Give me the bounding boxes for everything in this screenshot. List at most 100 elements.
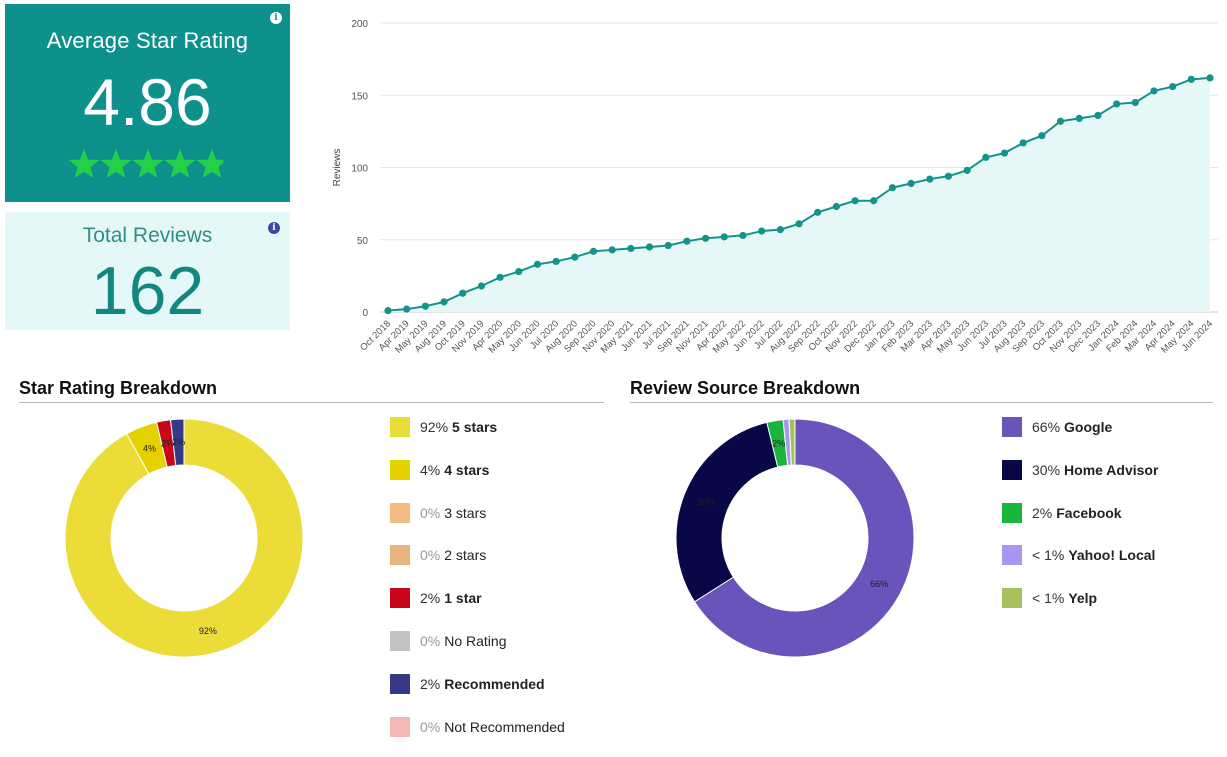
data-point[interactable] [758,227,766,235]
legend-percent: 2% [420,590,441,607]
legend-item[interactable]: 30% Home Advisor [1002,459,1158,481]
data-point[interactable] [795,220,803,228]
slice-label: 4% [143,443,156,453]
legend-item[interactable]: 66% Google [1002,416,1112,438]
data-point[interactable] [870,197,878,205]
legend-item[interactable]: 4% 4 stars [390,459,489,481]
y-tick-label: 100 [351,164,368,175]
legend-text: 2% Recommended [420,676,545,692]
legend-text: < 1% Yelp [1032,590,1097,606]
data-point[interactable] [1056,117,1065,125]
data-point[interactable] [552,257,560,266]
legend-swatch [390,459,410,480]
section-divider [19,402,604,403]
data-point[interactable] [814,208,822,216]
data-point[interactable] [907,179,915,187]
data-point[interactable] [664,241,672,250]
data-point[interactable] [440,298,448,306]
donut-slice[interactable] [170,418,185,467]
average-rating-title: Average Star Rating [46,28,249,53]
donut-slice[interactable] [64,418,304,658]
legend-swatch [390,545,410,566]
legend-item[interactable]: 2% Facebook [1002,502,1122,524]
legend-swatch [1002,502,1022,523]
legend-text: 0% No Rating [420,633,507,649]
data-point[interactable] [1206,74,1214,82]
review-source-breakdown-title: Review Source Breakdown [630,378,861,398]
total-reviews-card: Total Reviews 162 i [5,212,290,330]
data-point[interactable] [477,282,486,290]
data-point[interactable] [851,197,859,205]
data-point[interactable] [1038,132,1046,140]
data-point[interactable] [1169,82,1177,91]
data-point[interactable] [776,226,784,234]
data-point[interactable] [1131,98,1139,107]
star-icon [196,149,224,178]
legend-swatch [1002,417,1022,437]
data-point[interactable] [421,302,429,310]
legend-item[interactable]: 0% 2 stars [390,544,486,566]
legend-item[interactable]: 2% 1 star [390,587,482,609]
info-icon[interactable]: i [270,12,282,24]
data-point[interactable] [982,153,990,161]
data-point[interactable] [944,172,953,180]
data-point[interactable] [832,202,840,211]
total-reviews-value: 162 [90,253,205,329]
data-point[interactable] [1150,87,1158,95]
legend-percent: < 1% [1032,590,1065,607]
legend-item[interactable]: 92% 5 stars [390,416,497,438]
donut-slice[interactable] [675,421,779,603]
info-icon[interactable]: i [268,222,280,234]
legend-text: 0% Not Recommended [420,719,565,735]
data-point[interactable] [683,237,691,245]
star-icon [164,149,196,178]
legend-percent: 30% [1032,461,1061,478]
slice-label: 2% [772,438,785,448]
donut-slice[interactable] [788,418,796,466]
data-point[interactable] [608,246,616,254]
data-point[interactable] [645,243,654,251]
data-point[interactable] [384,306,392,315]
legend-item[interactable]: < 1% Yelp [1002,587,1097,609]
star-rating-donut-chart: 92% 4% 2%2% [64,418,304,658]
legend-percent: 2% [420,675,441,692]
data-point[interactable] [720,233,728,241]
data-point[interactable] [627,244,635,253]
legend-item[interactable]: 0% Not Recommended [390,716,565,738]
data-point[interactable] [1000,149,1009,157]
legend-swatch [1002,588,1022,609]
data-point[interactable] [739,231,747,240]
data-point[interactable] [459,289,467,297]
data-point[interactable] [1019,139,1027,147]
legend-item[interactable]: 2% Recommended [390,673,545,695]
data-point[interactable] [888,184,897,192]
legend-text: < 1% Yahoo! Local [1032,547,1155,563]
data-point[interactable] [533,260,542,268]
data-point[interactable] [571,253,579,261]
data-point[interactable] [1112,100,1121,108]
legend-text: 92% 5 stars [420,419,497,435]
legend-item[interactable]: 0% 3 stars [390,502,486,524]
legend-percent: 0% [420,718,441,735]
legend-text: 0% 2 stars [420,547,486,563]
y-tick-label: 0 [362,308,368,319]
data-point[interactable] [1075,114,1083,122]
y-tick-label: 150 [351,91,368,102]
data-point[interactable] [589,247,598,255]
data-point[interactable] [1187,75,1195,83]
data-point[interactable] [515,267,523,276]
data-point[interactable] [1094,111,1102,120]
legend-item[interactable]: 0% No Rating [390,630,507,652]
data-point[interactable] [701,234,710,242]
legend-label: 2 stars [444,547,487,564]
slice-label: 2% [172,437,185,447]
data-point[interactable] [403,305,411,313]
data-point[interactable] [496,273,504,281]
legend-item[interactable]: < 1% Yahoo! Local [1002,544,1155,566]
legend-label: Yahoo! Local [1068,547,1156,564]
data-point[interactable] [926,175,934,183]
donut-slice[interactable] [693,418,915,658]
data-point[interactable] [963,166,971,174]
star-icon [100,149,132,178]
legend-label: No Rating [444,633,507,649]
